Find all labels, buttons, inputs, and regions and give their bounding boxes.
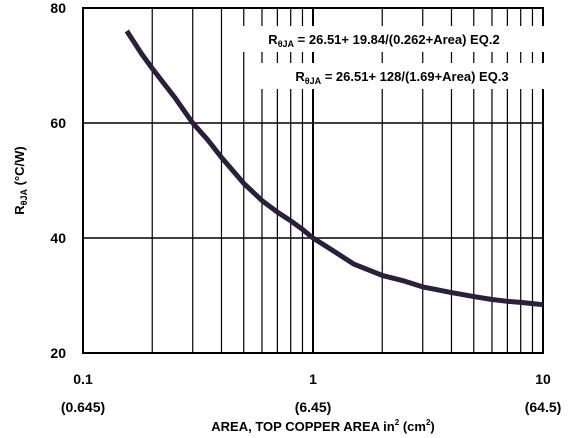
annotations: RθJA = 26.51+ 19.84/(0.262+Area) EQ.2RθJ… — [224, 26, 552, 89]
series-line — [124, 29, 544, 308]
x-tick-sublabel: (0.645) — [61, 399, 105, 415]
plot-frame — [82, 7, 544, 354]
x-tick-label: 0.1 — [73, 371, 93, 387]
grid — [83, 8, 543, 353]
x-axis-label-end: ) — [430, 419, 434, 434]
tick-labels: 20 40 60 80 0.1 (0.645) 1 (6.45) 10 (64.5) — [50, 0, 561, 415]
equation-label: RθJA = 26.51+ 19.84/(0.262+Area) EQ.2 — [268, 32, 499, 49]
equation-prefix: R — [268, 32, 278, 47]
equation-text: = 26.51+ 128/(1.69+Area) EQ.3 — [321, 69, 509, 84]
equation-label: RθJA = 26.51+ 128/(1.69+Area) EQ.3 — [295, 69, 508, 86]
y-axis-label-rest: (°C/W) — [12, 146, 27, 189]
y-tick-label: 20 — [50, 345, 66, 361]
annotation-background — [224, 26, 544, 52]
y-tick-label: 80 — [50, 0, 66, 16]
annotation-background — [252, 63, 552, 89]
x-axis-label-middle: (cm — [399, 419, 426, 434]
x-axis-label-main: AREA, TOP COPPER AREA in — [211, 419, 395, 434]
equation-subscript: θJA — [278, 39, 295, 49]
x-tick-sublabel: (64.5) — [525, 399, 562, 415]
series — [124, 29, 544, 308]
x-tick-sublabel: (6.45) — [295, 399, 332, 415]
x-axis-label-sup2: 2 — [426, 418, 431, 427]
y-axis-label-main: R — [12, 205, 27, 215]
x-tick-label: 1 — [309, 371, 317, 387]
equation-prefix: R — [295, 69, 305, 84]
x-tick-label: 10 — [535, 371, 551, 387]
x-axis-label-sup1: 2 — [395, 418, 400, 427]
y-axis-label: RθJA (°C/W) — [12, 146, 29, 215]
equation-text: = 26.51+ 19.84/(0.262+Area) EQ.2 — [294, 32, 500, 47]
y-tick-label: 60 — [50, 115, 66, 131]
x-axis-label: AREA, TOP COPPER AREA in2 (cm2) — [211, 418, 434, 434]
y-tick-label: 40 — [50, 230, 66, 246]
equation-subscript: θJA — [305, 76, 322, 86]
y-axis-label-sub: θJA — [19, 188, 29, 205]
